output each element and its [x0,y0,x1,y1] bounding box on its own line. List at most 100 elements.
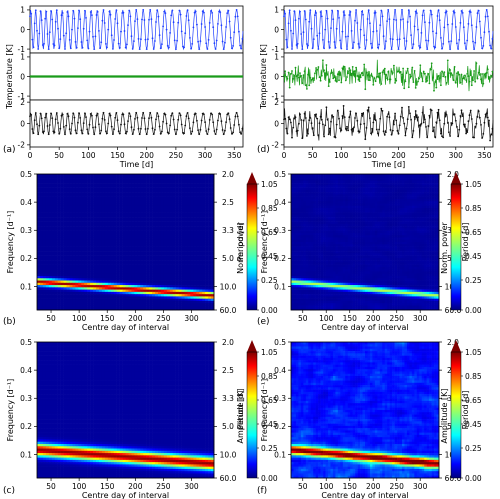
data-point [222,48,225,50]
heatmap-cell [419,176,423,179]
heatmap-cell [157,237,162,241]
heatmap-cell [72,278,76,281]
heatmap-cell [57,230,61,234]
heatmap-cell [335,174,339,177]
data-point [362,112,364,115]
data-point [47,48,50,50]
heatmap-cell [166,201,171,204]
heatmap-cell [137,239,141,243]
heatmap-cell [172,269,176,272]
heatmap-cell [146,278,150,281]
heatmap-cell [187,280,191,284]
heatmap-cell [190,176,194,179]
heatmap-cell [84,230,88,234]
heatmap-cell [69,285,73,288]
heatmap-cell [155,194,159,197]
heatmap-cell [93,194,97,197]
heatmap-cell [399,180,403,184]
heatmap-cell [137,185,141,188]
heatmap-cell [104,280,109,284]
heatmap-cell [72,273,76,277]
heatmap-cell [75,282,79,286]
x-tick-label: 150 [110,151,125,160]
data-point [171,112,174,114]
heatmap-cell [387,176,390,179]
data-point [295,44,298,46]
heatmap-cell [48,305,53,309]
heatmap-cell [51,198,55,202]
heatmap-cell [72,217,76,220]
heatmap-cell [181,246,185,250]
heatmap-cell [84,217,88,220]
heatmap-cell [137,221,141,225]
heatmap-cell [184,303,188,306]
heatmap-cell [434,183,437,186]
heatmap-cell [37,305,41,309]
heatmap-cell [196,223,200,227]
heatmap-cell [143,232,147,236]
heatmap-cell [163,255,168,259]
heatmap-cell [149,303,153,306]
heatmap-cell [113,298,117,302]
heatmap-cell [152,260,156,263]
heatmap-cell [125,246,129,250]
heatmap-cell [63,296,67,299]
colorbar-tick-label: 0.00 [261,306,278,315]
data-point [473,48,475,50]
heatmap-cell [178,287,182,290]
heatmap-cell [81,285,85,288]
heatmap-cell [48,219,53,222]
data-point [389,38,392,40]
heatmap-cell [48,174,53,177]
heatmap-cell [42,210,47,213]
data-point [350,72,353,75]
heatmap-cell [90,242,94,245]
heatmap-cell [72,212,76,216]
heatmap-cell [134,178,138,182]
heatmap-cell [93,210,97,213]
heatmap-cell [78,300,82,304]
data-point [371,127,374,130]
heatmap-cell [137,280,141,284]
heatmap-cell [101,282,106,286]
heatmap-cell [110,244,114,247]
heatmap-cell [196,230,200,234]
heatmap-cell [187,201,191,204]
data-point [351,66,354,68]
heatmap-cell [66,307,70,311]
heatmap-cell [163,230,168,234]
heatmap-cell [205,176,209,179]
heatmap-cell [193,255,197,259]
heatmap-cell [96,285,100,288]
data-point [482,133,485,135]
data-point [387,113,390,115]
heatmap-cell [96,226,100,229]
heatmap-cell [166,223,171,227]
heatmap-cell [318,180,321,184]
heatmap-cell [190,237,194,241]
heatmap-cell [187,178,191,182]
heatmap-cell [128,289,132,293]
heatmap-cell [199,183,203,186]
heatmap-cell [72,192,76,195]
heatmap-cell [84,178,88,182]
heatmap-cell [399,176,403,179]
heatmap-cell [199,257,203,261]
heatmap-cell [172,174,176,177]
heatmap-cell [45,178,50,182]
heatmap-cell [149,251,153,254]
heatmap-cell [178,246,182,250]
data-point [138,48,141,50]
heatmap-cell [184,262,188,265]
heatmap-cell [140,305,144,309]
heatmap-cell [199,239,203,243]
heatmap-cell [137,303,141,306]
data-point [444,76,447,78]
heatmap-cell [51,244,55,247]
heatmap-cell [155,291,159,295]
heatmap-cell [125,289,129,293]
x-tick-label: 350 [477,151,492,160]
heatmap-cell [75,210,79,213]
heatmap-cell [149,248,153,252]
heatmap-cell [166,298,171,302]
